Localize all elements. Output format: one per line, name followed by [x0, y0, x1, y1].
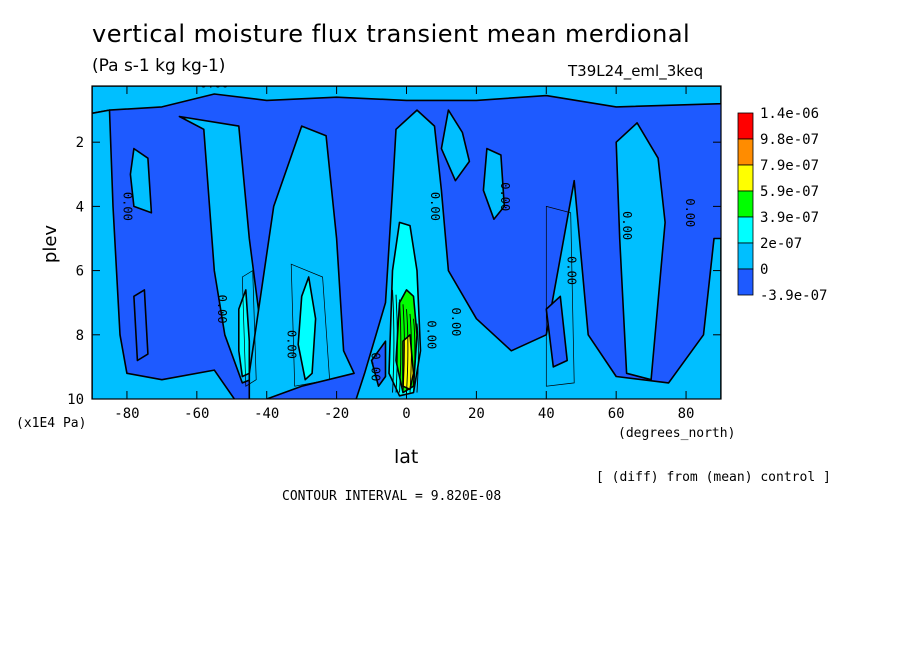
thin-contour-48s	[241, 269, 257, 387]
chart-units: (Pa s-1 kg kg-1)	[92, 56, 226, 76]
contour-label: 0.00	[120, 192, 134, 221]
colorbar-label: -3.9e-07	[760, 288, 827, 304]
colorbar-label: 7.9e-07	[760, 158, 819, 174]
colorbar-label: 1.4e-06	[760, 106, 819, 122]
contour-label: 0.00	[369, 352, 383, 381]
pocket-2	[545, 295, 568, 368]
band-30s	[248, 125, 355, 399]
y-tick-label: 2	[76, 135, 84, 151]
core-contour-line	[402, 304, 405, 393]
colorbar: 1.4e-06 9.8e-07 7.9e-07 5.9e-07 3.9e-07 2e-07…	[737, 106, 827, 304]
x-tick-label: 40	[538, 406, 555, 422]
y-tick-label: 8	[76, 328, 84, 344]
contour-label: 0.00	[564, 256, 578, 285]
diff-note: [ (diff) from (mean) control ]	[596, 470, 831, 485]
band-25n	[482, 147, 506, 220]
x-tick-label: 80	[678, 406, 695, 422]
contour-label: 0.00	[449, 308, 463, 337]
core-contour-line	[413, 318, 416, 393]
x-tick-label: 0	[402, 406, 410, 422]
colorbar-label: 2e-07	[760, 236, 802, 252]
colorbar-swatch	[737, 216, 754, 244]
plot-area: 0.00 0.00 0.00 0.00 0.00 0.00 0.00 0.00 0.00 0.00…	[92, 75, 721, 399]
thin-contour-45n	[545, 205, 575, 387]
pocket-1	[370, 340, 387, 387]
x-tick-label: 60	[608, 406, 625, 422]
x-units: (degrees_north)	[618, 426, 736, 441]
contour-field: 0.00 0.00 0.00 0.00 0.00 0.00 0.00 0.00 0.00 0.00…	[92, 75, 721, 399]
y-tick-label: 4	[76, 199, 84, 215]
x-tick-label: -80	[114, 406, 139, 422]
run-label: T39L24_eml_3keq	[568, 62, 704, 80]
band-blob-15n	[440, 109, 471, 182]
core-28s	[297, 276, 317, 381]
core-contour-line	[392, 289, 395, 393]
band-south-polar	[92, 109, 236, 399]
core-contour-line	[416, 323, 419, 393]
thin-contour-28s	[290, 263, 330, 387]
colorbar-swatch	[737, 138, 754, 166]
colorbar-label: 5.9e-07	[760, 184, 819, 200]
band-65n	[615, 122, 666, 381]
contour-label: 0.00	[498, 182, 512, 211]
colorbar-swatch	[737, 164, 754, 192]
pocket-3	[133, 289, 149, 362]
contour-label: 0.00	[285, 330, 299, 359]
colorbar-label: 9.8e-07	[760, 132, 819, 148]
core-contour-line	[399, 299, 402, 393]
band-blob-80s	[129, 147, 153, 214]
x-tick-label: 20	[468, 406, 485, 422]
y-tick-label: 6	[76, 264, 84, 280]
band-top	[92, 86, 721, 115]
contour-label: 0.00	[215, 295, 229, 324]
contour-label: 0.00	[424, 320, 438, 349]
colorbar-swatch	[737, 112, 754, 140]
x-tick-label: -20	[324, 406, 349, 422]
colorbar-swatch	[737, 268, 754, 296]
contour-label: 0.00	[200, 77, 229, 91]
core-contour-line	[406, 309, 409, 393]
colorbar-label: 3.9e-07	[760, 210, 819, 226]
core-contour-line	[395, 294, 398, 393]
y-scale-note: (x1E4 Pa)	[16, 416, 87, 431]
colorbar-label: 0	[760, 262, 768, 278]
y-tick-label: 10	[67, 392, 84, 408]
core-contour-line	[409, 313, 412, 393]
x-tick-label: -40	[254, 406, 279, 422]
band-tropics	[355, 109, 721, 399]
colorbar-swatch	[737, 190, 754, 218]
y-axis-label: plev	[40, 225, 61, 264]
contour-label: 0.00	[428, 192, 442, 221]
x-tick-label: -60	[184, 406, 209, 422]
contour-label: 0.00	[683, 198, 697, 227]
x-axis-label: lat	[394, 446, 419, 468]
contour-interval: CONTOUR INTERVAL = 9.820E-08	[282, 489, 502, 504]
axes: -80 -60 -40 -20 0 20 40 60 80 2 4 6 8 10	[67, 85, 722, 422]
contour-label: 0.00	[620, 211, 634, 240]
contour-label: 0.00	[451, 75, 480, 89]
chart-title: vertical moisture flux transient mean me…	[92, 20, 691, 48]
colorbar-swatch	[737, 242, 754, 270]
